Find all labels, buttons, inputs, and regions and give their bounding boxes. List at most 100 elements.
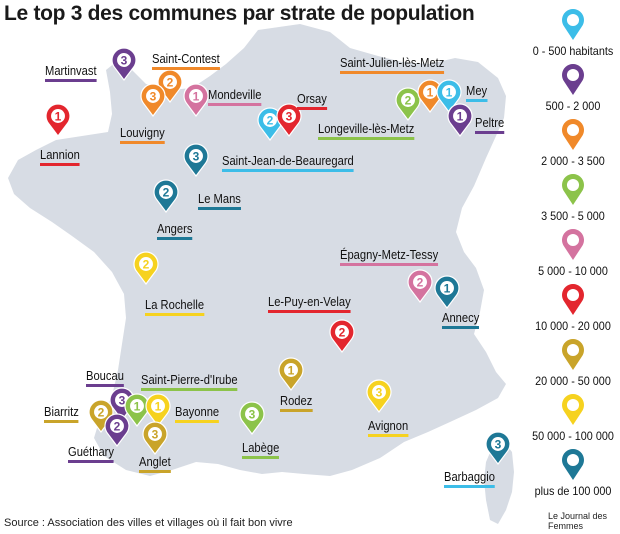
pin-inner-circle bbox=[401, 93, 415, 107]
city-label-orsay: Orsay bbox=[297, 92, 327, 110]
map-pin-biarritz: 2 bbox=[88, 399, 114, 433]
pin-rank: 1 bbox=[134, 400, 141, 414]
legend-pin-icon bbox=[562, 339, 585, 370]
legend-pin-icon bbox=[562, 393, 584, 425]
pin-rank: 2 bbox=[405, 94, 412, 108]
map-pin-le-mans: 3 bbox=[183, 143, 209, 177]
credit-watermark: Le Journal des Femmes bbox=[546, 511, 620, 531]
city-label-biarritz: Biarritz bbox=[44, 405, 79, 423]
pin-inner-circle bbox=[263, 113, 277, 127]
pin-rank: 3 bbox=[152, 428, 159, 442]
map-pin-martinvast: 3 bbox=[111, 47, 137, 81]
legend-pin-hole bbox=[566, 343, 580, 357]
map-pin-bayonne: 1 bbox=[145, 393, 171, 427]
legend-pin-icon bbox=[562, 63, 585, 95]
map-pin-mey: 1 bbox=[436, 79, 462, 113]
pin-rank: 2 bbox=[143, 258, 150, 272]
pin-inner-circle bbox=[335, 325, 349, 339]
city-label-barbaggio: Barbaggio bbox=[444, 470, 495, 488]
pin-inner-circle bbox=[413, 275, 427, 289]
legend-label: 5 000 - 10 000 bbox=[538, 264, 608, 278]
city-label-le-puy-en-velay: Le-Puy-en-Velay bbox=[268, 295, 351, 313]
pin-inner-circle bbox=[189, 89, 203, 103]
pin-rank: 2 bbox=[98, 406, 105, 420]
city-label-annecy: Annecy bbox=[442, 311, 480, 329]
pin-inner-circle bbox=[245, 407, 259, 421]
pin-inner-circle bbox=[117, 53, 131, 67]
pin-inner-circle bbox=[146, 89, 160, 103]
city-label-le-mans: Le Mans bbox=[198, 192, 241, 210]
city-label-mondeville: Mondeville bbox=[208, 88, 262, 106]
map-pin-longeville-l-s-metz: 2 bbox=[395, 87, 421, 121]
pin-rank: 2 bbox=[339, 326, 346, 340]
city-label-la-rochelle: La Rochelle bbox=[145, 298, 205, 316]
pin-rank: 2 bbox=[267, 114, 274, 128]
city-label-peltre: Peltre bbox=[475, 116, 505, 134]
city-label-lannion: Lannion bbox=[40, 148, 80, 166]
pin-rank: 1 bbox=[155, 400, 162, 414]
pin-rank: 1 bbox=[444, 282, 451, 296]
pin-rank: 1 bbox=[288, 364, 295, 378]
city-label-lab-ge: Labège bbox=[242, 441, 280, 459]
map-pin-orsay: 3 bbox=[276, 103, 302, 137]
city-label-saint-jean-de-beauregard: Saint-Jean-de-Beauregard bbox=[222, 154, 354, 172]
pin-inner-circle bbox=[189, 149, 203, 163]
legend-label: 0 - 500 habitants bbox=[532, 44, 614, 58]
legend-pin-icon bbox=[562, 229, 585, 260]
pin-inner-circle bbox=[453, 109, 467, 123]
pin-rank: 1 bbox=[193, 90, 200, 104]
legend-pin-hole bbox=[566, 178, 580, 192]
pin-inner-circle bbox=[491, 437, 505, 451]
map-pin--pagny-metz-tessy: 2 bbox=[407, 269, 433, 303]
pin-inner-circle bbox=[440, 281, 454, 295]
legend-pin-icon bbox=[562, 174, 585, 205]
source-note: Source : Association des villes et villa… bbox=[4, 517, 293, 529]
legend-pin-hole bbox=[566, 13, 580, 27]
map-pin-peltre: 1 bbox=[447, 103, 473, 137]
pin-rank: 1 bbox=[427, 86, 434, 100]
city-label-bayonne: Bayonne bbox=[175, 405, 220, 423]
map-pin-le-puy-en-velay: 2 bbox=[329, 319, 355, 353]
map-pin-lab-ge: 3 bbox=[239, 401, 265, 435]
map-pin-saint-julien-l-s-metz: 1 bbox=[417, 79, 443, 113]
pin-rank: 3 bbox=[121, 54, 128, 68]
pin-rank: 1 bbox=[457, 110, 464, 124]
map-pin-angers: 2 bbox=[153, 179, 179, 213]
legend-pin-icon bbox=[562, 118, 584, 150]
city-label-rodez: Rodez bbox=[280, 394, 313, 412]
pin-inner-circle bbox=[110, 419, 124, 433]
pin-rank: 2 bbox=[167, 76, 174, 90]
legend-label: 10 000 - 20 000 bbox=[535, 319, 611, 333]
pin-inner-circle bbox=[372, 385, 386, 399]
legend-label: 50 000 - 100 000 bbox=[532, 429, 614, 443]
legend-label: 20 000 - 50 000 bbox=[535, 374, 611, 388]
legend-label: 2 000 - 3 500 bbox=[541, 154, 605, 168]
map-pin-la-rochelle: 2 bbox=[133, 251, 159, 285]
map-pin-saint-pierre-d-irube: 1 bbox=[124, 393, 150, 427]
city-label-avignon: Avignon bbox=[368, 419, 409, 437]
pin-rank: 3 bbox=[495, 438, 502, 452]
map-pin-avignon: 3 bbox=[366, 379, 392, 413]
legend-pin-hole bbox=[566, 398, 580, 412]
pin-inner-circle bbox=[130, 399, 144, 413]
pin-inner-circle bbox=[163, 75, 177, 89]
map-pin-lannion: 1 bbox=[45, 103, 71, 137]
city-label-saint-pierre-d-irube: Saint-Pierre-d'Irube bbox=[141, 373, 238, 391]
city-label-saint-contest: Saint-Contest bbox=[152, 52, 220, 70]
pin-inner-circle bbox=[159, 185, 173, 199]
map-pin-anglet: 3 bbox=[142, 421, 168, 455]
pin-inner-circle bbox=[151, 399, 165, 413]
pin-inner-circle bbox=[282, 109, 296, 123]
legend-label: plus de 100 000 bbox=[534, 484, 612, 498]
pin-inner-circle bbox=[139, 257, 153, 271]
legend-pin-hole bbox=[566, 233, 580, 247]
map-pin-barbaggio: 3 bbox=[485, 431, 511, 465]
map-pin-rodez: 1 bbox=[278, 357, 304, 391]
legend-pin-icon bbox=[562, 284, 585, 315]
city-label-louvigny: Louvigny bbox=[120, 126, 165, 144]
pin-rank: 1 bbox=[55, 110, 62, 124]
legend-pin-hole bbox=[566, 123, 580, 137]
legend-pin-hole bbox=[566, 453, 580, 467]
city-label-martinvast: Martinvast bbox=[45, 64, 97, 82]
map-title: Le top 3 des communes par strate de popu… bbox=[4, 2, 475, 25]
